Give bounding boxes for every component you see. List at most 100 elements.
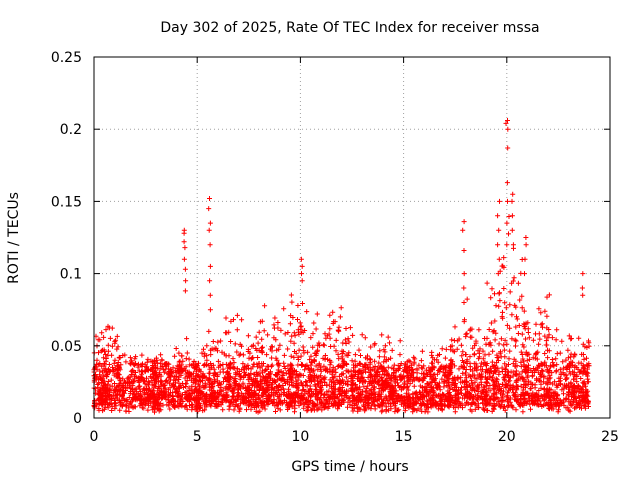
roti-point bbox=[574, 398, 579, 404]
roti-point bbox=[365, 383, 371, 389]
roti-point bbox=[551, 397, 557, 403]
roti-point bbox=[538, 374, 544, 380]
roti-point bbox=[417, 390, 423, 395]
roti-point bbox=[204, 357, 210, 363]
roti-point bbox=[114, 384, 120, 390]
roti-point bbox=[461, 248, 467, 253]
roti-point bbox=[495, 355, 501, 361]
roti-point bbox=[313, 326, 319, 332]
roti-point bbox=[236, 408, 242, 414]
roti-point bbox=[179, 353, 185, 359]
roti-point bbox=[99, 330, 105, 336]
roti-point bbox=[306, 374, 312, 380]
roti-point bbox=[582, 395, 588, 401]
roti-point bbox=[323, 397, 329, 403]
roti-point bbox=[235, 403, 240, 409]
roti-point bbox=[234, 327, 240, 333]
roti-point bbox=[576, 389, 582, 395]
roti-point bbox=[581, 402, 587, 408]
roti-point bbox=[393, 367, 399, 373]
roti-point bbox=[520, 342, 526, 348]
roti-point bbox=[576, 335, 582, 341]
roti-point bbox=[207, 384, 213, 390]
roti-point bbox=[518, 349, 524, 355]
roti-point bbox=[507, 348, 513, 354]
roti-point bbox=[208, 382, 214, 387]
roti-point bbox=[365, 403, 371, 409]
roti-point bbox=[445, 382, 451, 388]
roti-point bbox=[429, 400, 435, 406]
roti-point bbox=[184, 336, 190, 342]
roti-point bbox=[336, 403, 342, 409]
roti-point bbox=[506, 231, 511, 237]
roti-point bbox=[471, 372, 477, 378]
roti-point bbox=[351, 362, 356, 368]
roti-point bbox=[569, 394, 574, 400]
roti-point bbox=[500, 315, 506, 321]
roti-point bbox=[182, 404, 188, 410]
roti-point bbox=[352, 352, 358, 358]
roti-point bbox=[498, 354, 504, 360]
roti-point bbox=[212, 403, 218, 409]
roti-point bbox=[103, 393, 109, 399]
roti-point bbox=[334, 378, 340, 383]
roti-point bbox=[292, 409, 297, 415]
roti-point bbox=[136, 379, 142, 385]
roti-point bbox=[327, 358, 333, 363]
roti-point bbox=[517, 376, 523, 382]
roti-point bbox=[504, 242, 510, 248]
roti-point bbox=[166, 391, 172, 397]
roti-point bbox=[513, 397, 519, 403]
roti-point bbox=[275, 325, 281, 331]
roti-point bbox=[213, 400, 219, 406]
roti-point bbox=[519, 331, 525, 337]
roti-point bbox=[265, 332, 271, 338]
roti-point bbox=[172, 353, 178, 359]
roti-point bbox=[157, 372, 163, 377]
roti-point bbox=[314, 401, 320, 407]
roti-point bbox=[298, 353, 304, 359]
roti-point bbox=[335, 351, 341, 357]
roti-point bbox=[467, 373, 473, 379]
roti-point bbox=[212, 371, 218, 376]
roti-point bbox=[571, 372, 577, 378]
roti-point bbox=[559, 338, 565, 344]
roti-point bbox=[357, 379, 363, 384]
roti-point bbox=[339, 389, 345, 395]
roti-point bbox=[365, 398, 371, 404]
roti-point bbox=[429, 349, 435, 355]
roti-point bbox=[411, 377, 417, 383]
roti-point bbox=[138, 373, 144, 379]
roti-point bbox=[159, 357, 165, 363]
roti-point bbox=[311, 373, 317, 378]
roti-point bbox=[308, 335, 314, 341]
roti-point bbox=[391, 370, 397, 376]
roti-point bbox=[108, 377, 114, 383]
roti-point bbox=[285, 380, 290, 386]
roti-point bbox=[133, 370, 138, 375]
roti-point bbox=[398, 384, 404, 389]
roti-point bbox=[510, 361, 516, 367]
roti-point bbox=[362, 335, 368, 341]
roti-point bbox=[99, 400, 105, 406]
roti-point bbox=[553, 368, 559, 374]
roti-point bbox=[575, 401, 581, 406]
roti-point bbox=[467, 326, 473, 332]
x-tick-label: 10 bbox=[291, 429, 309, 445]
roti-point bbox=[442, 355, 448, 361]
roti-point bbox=[99, 363, 105, 369]
roti-point bbox=[127, 355, 133, 361]
roti-point bbox=[235, 383, 241, 389]
roti-point bbox=[336, 362, 342, 368]
roti-point bbox=[515, 280, 521, 286]
roti-point bbox=[489, 359, 495, 365]
roti-point bbox=[193, 378, 199, 383]
roti-point bbox=[111, 360, 117, 366]
roti-point bbox=[225, 374, 231, 380]
roti-point bbox=[105, 379, 111, 384]
roti-point bbox=[513, 343, 518, 349]
roti-point bbox=[441, 392, 447, 398]
roti-point bbox=[435, 359, 441, 365]
roti-point bbox=[298, 326, 304, 332]
roti-point bbox=[150, 365, 156, 371]
